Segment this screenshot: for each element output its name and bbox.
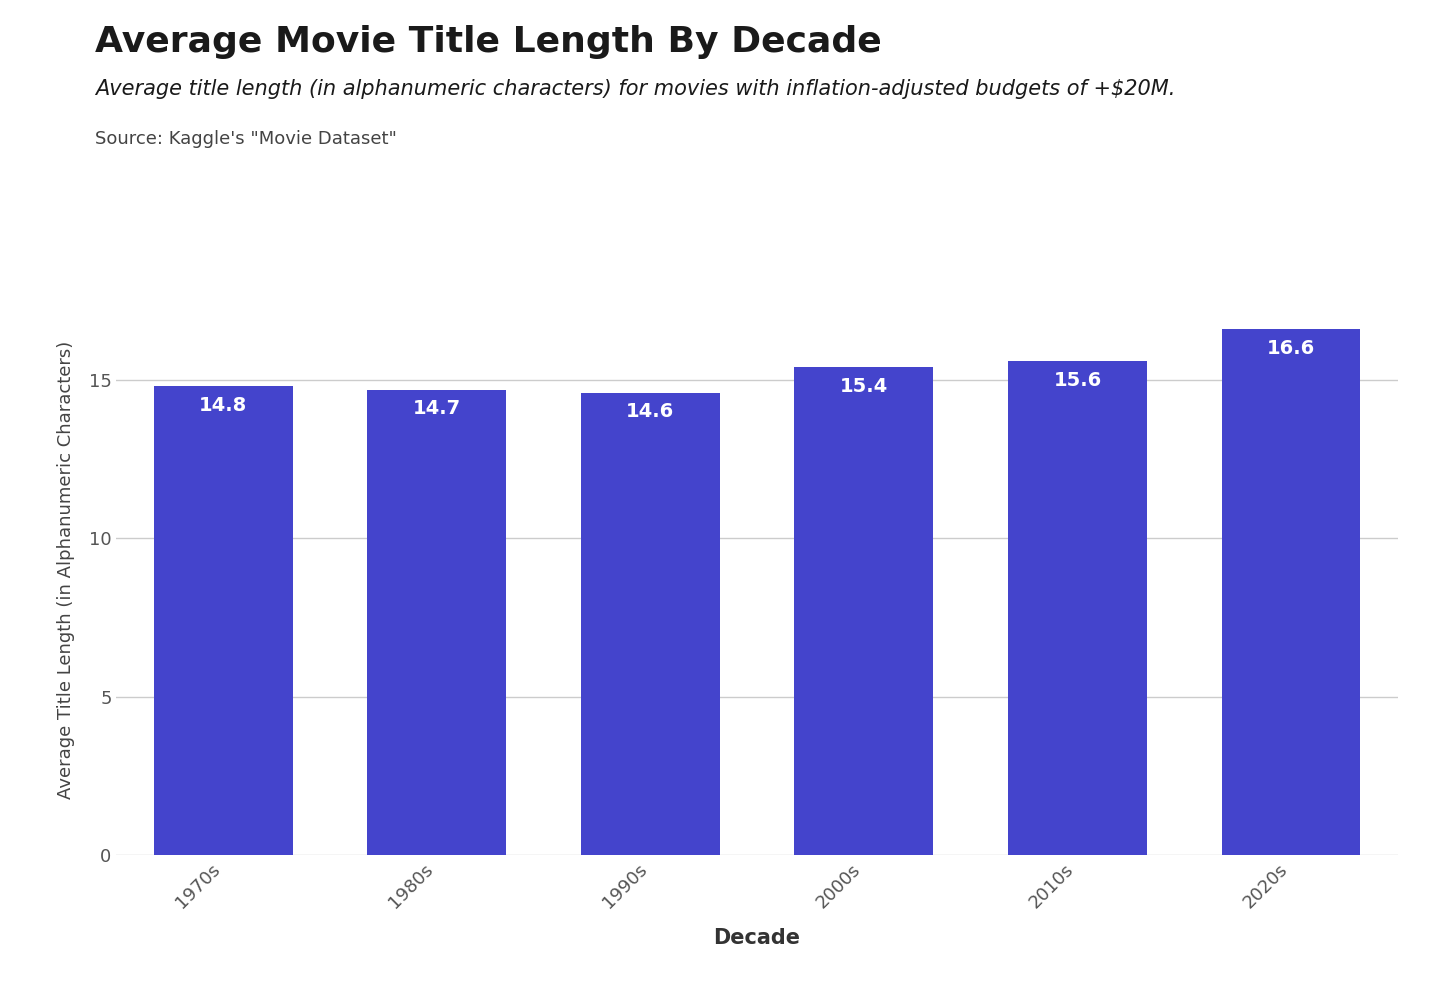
- Text: 14.7: 14.7: [412, 399, 462, 418]
- Text: 15.4: 15.4: [840, 376, 888, 396]
- Text: 14.6: 14.6: [626, 402, 674, 422]
- Y-axis label: Average Title Length (in Alphanumeric Characters): Average Title Length (in Alphanumeric Ch…: [57, 341, 74, 799]
- Text: 14.8: 14.8: [199, 396, 248, 415]
- X-axis label: Decade: Decade: [713, 928, 801, 949]
- Bar: [367, 389, 507, 855]
- Bar: [154, 386, 293, 855]
- Text: 15.6: 15.6: [1053, 371, 1102, 389]
- Bar: [795, 368, 933, 855]
- Bar: [1008, 361, 1147, 855]
- Bar: [581, 393, 719, 855]
- Text: Source: Kaggle's "Movie Dataset": Source: Kaggle's "Movie Dataset": [95, 130, 396, 147]
- Text: 16.6: 16.6: [1267, 339, 1315, 358]
- Text: Average Movie Title Length By Decade: Average Movie Title Length By Decade: [95, 25, 881, 59]
- Bar: [1222, 329, 1360, 855]
- Text: Average title length (in alphanumeric characters) for movies with inflation-adju: Average title length (in alphanumeric ch…: [95, 79, 1175, 98]
